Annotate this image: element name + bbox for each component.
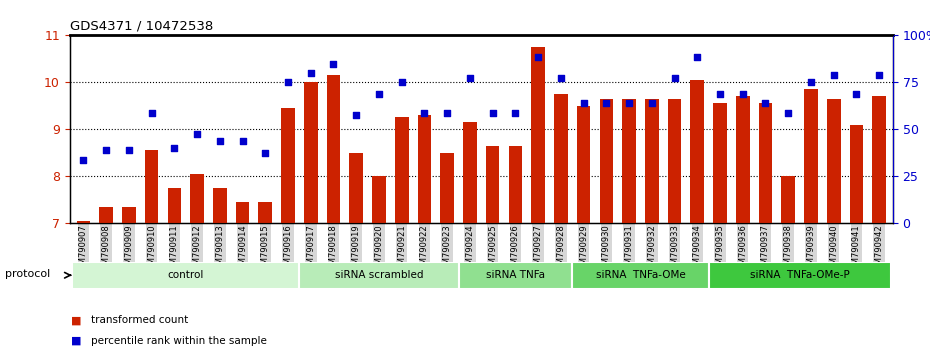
Point: [122, 148, 137, 153]
Point: [736, 91, 751, 97]
Point: [462, 75, 477, 80]
Bar: [850, 125, 863, 223]
Bar: [145, 150, 158, 223]
Bar: [736, 96, 750, 223]
Point: [781, 110, 796, 116]
Bar: [372, 176, 386, 223]
Point: [212, 138, 227, 144]
Bar: [600, 99, 613, 223]
Point: [417, 110, 432, 116]
Bar: [645, 99, 658, 223]
Point: [804, 79, 818, 85]
Bar: [622, 99, 636, 223]
Bar: [76, 221, 90, 223]
Text: control: control: [167, 270, 204, 280]
Bar: [326, 75, 340, 223]
Bar: [463, 122, 477, 223]
Point: [758, 101, 773, 106]
Bar: [759, 103, 772, 223]
Point: [621, 101, 636, 106]
Bar: [191, 174, 204, 223]
FancyBboxPatch shape: [72, 262, 299, 289]
Point: [599, 101, 614, 106]
Point: [849, 91, 864, 97]
Point: [99, 148, 113, 153]
Text: percentile rank within the sample: percentile rank within the sample: [91, 336, 267, 346]
Point: [144, 110, 159, 116]
Text: siRNA TNFa: siRNA TNFa: [485, 270, 545, 280]
Bar: [281, 108, 295, 223]
Bar: [395, 118, 408, 223]
Text: siRNA scrambled: siRNA scrambled: [335, 270, 423, 280]
Bar: [668, 99, 682, 223]
Point: [258, 150, 272, 155]
Point: [440, 110, 455, 116]
Bar: [577, 106, 591, 223]
Bar: [304, 82, 317, 223]
Point: [508, 110, 523, 116]
Bar: [804, 89, 817, 223]
FancyBboxPatch shape: [458, 262, 572, 289]
Point: [76, 157, 91, 162]
Point: [871, 73, 886, 78]
Bar: [100, 207, 113, 223]
Point: [326, 61, 341, 66]
Point: [281, 79, 296, 85]
Point: [712, 91, 727, 97]
Point: [531, 54, 546, 59]
Bar: [122, 207, 136, 223]
Bar: [213, 188, 227, 223]
Point: [349, 112, 364, 118]
Text: siRNA  TNFa-OMe-P: siRNA TNFa-OMe-P: [750, 270, 849, 280]
Bar: [713, 103, 727, 223]
Bar: [554, 94, 567, 223]
Bar: [781, 176, 795, 223]
Bar: [350, 153, 363, 223]
Point: [577, 101, 591, 106]
Point: [394, 79, 409, 85]
Point: [371, 91, 386, 97]
Text: transformed count: transformed count: [91, 315, 189, 325]
Bar: [440, 153, 454, 223]
Point: [667, 75, 682, 80]
Bar: [418, 115, 432, 223]
Text: GDS4371 / 10472538: GDS4371 / 10472538: [70, 20, 213, 33]
Bar: [827, 99, 841, 223]
Point: [826, 73, 841, 78]
Text: protocol: protocol: [5, 269, 50, 279]
Bar: [485, 145, 499, 223]
Point: [644, 101, 659, 106]
Point: [303, 70, 318, 76]
Point: [553, 75, 568, 80]
Point: [690, 54, 705, 59]
Bar: [690, 80, 704, 223]
Bar: [259, 202, 272, 223]
Point: [235, 138, 250, 144]
Bar: [235, 202, 249, 223]
Bar: [509, 145, 523, 223]
Point: [485, 110, 500, 116]
FancyBboxPatch shape: [572, 262, 709, 289]
Text: siRNA  TNFa-OMe: siRNA TNFa-OMe: [595, 270, 685, 280]
Bar: [167, 188, 181, 223]
Point: [190, 131, 205, 137]
FancyBboxPatch shape: [709, 262, 891, 289]
FancyBboxPatch shape: [299, 262, 458, 289]
Point: [166, 145, 181, 151]
Bar: [872, 96, 886, 223]
Text: ■: ■: [71, 336, 81, 346]
Text: ■: ■: [71, 315, 81, 325]
Bar: [531, 47, 545, 223]
